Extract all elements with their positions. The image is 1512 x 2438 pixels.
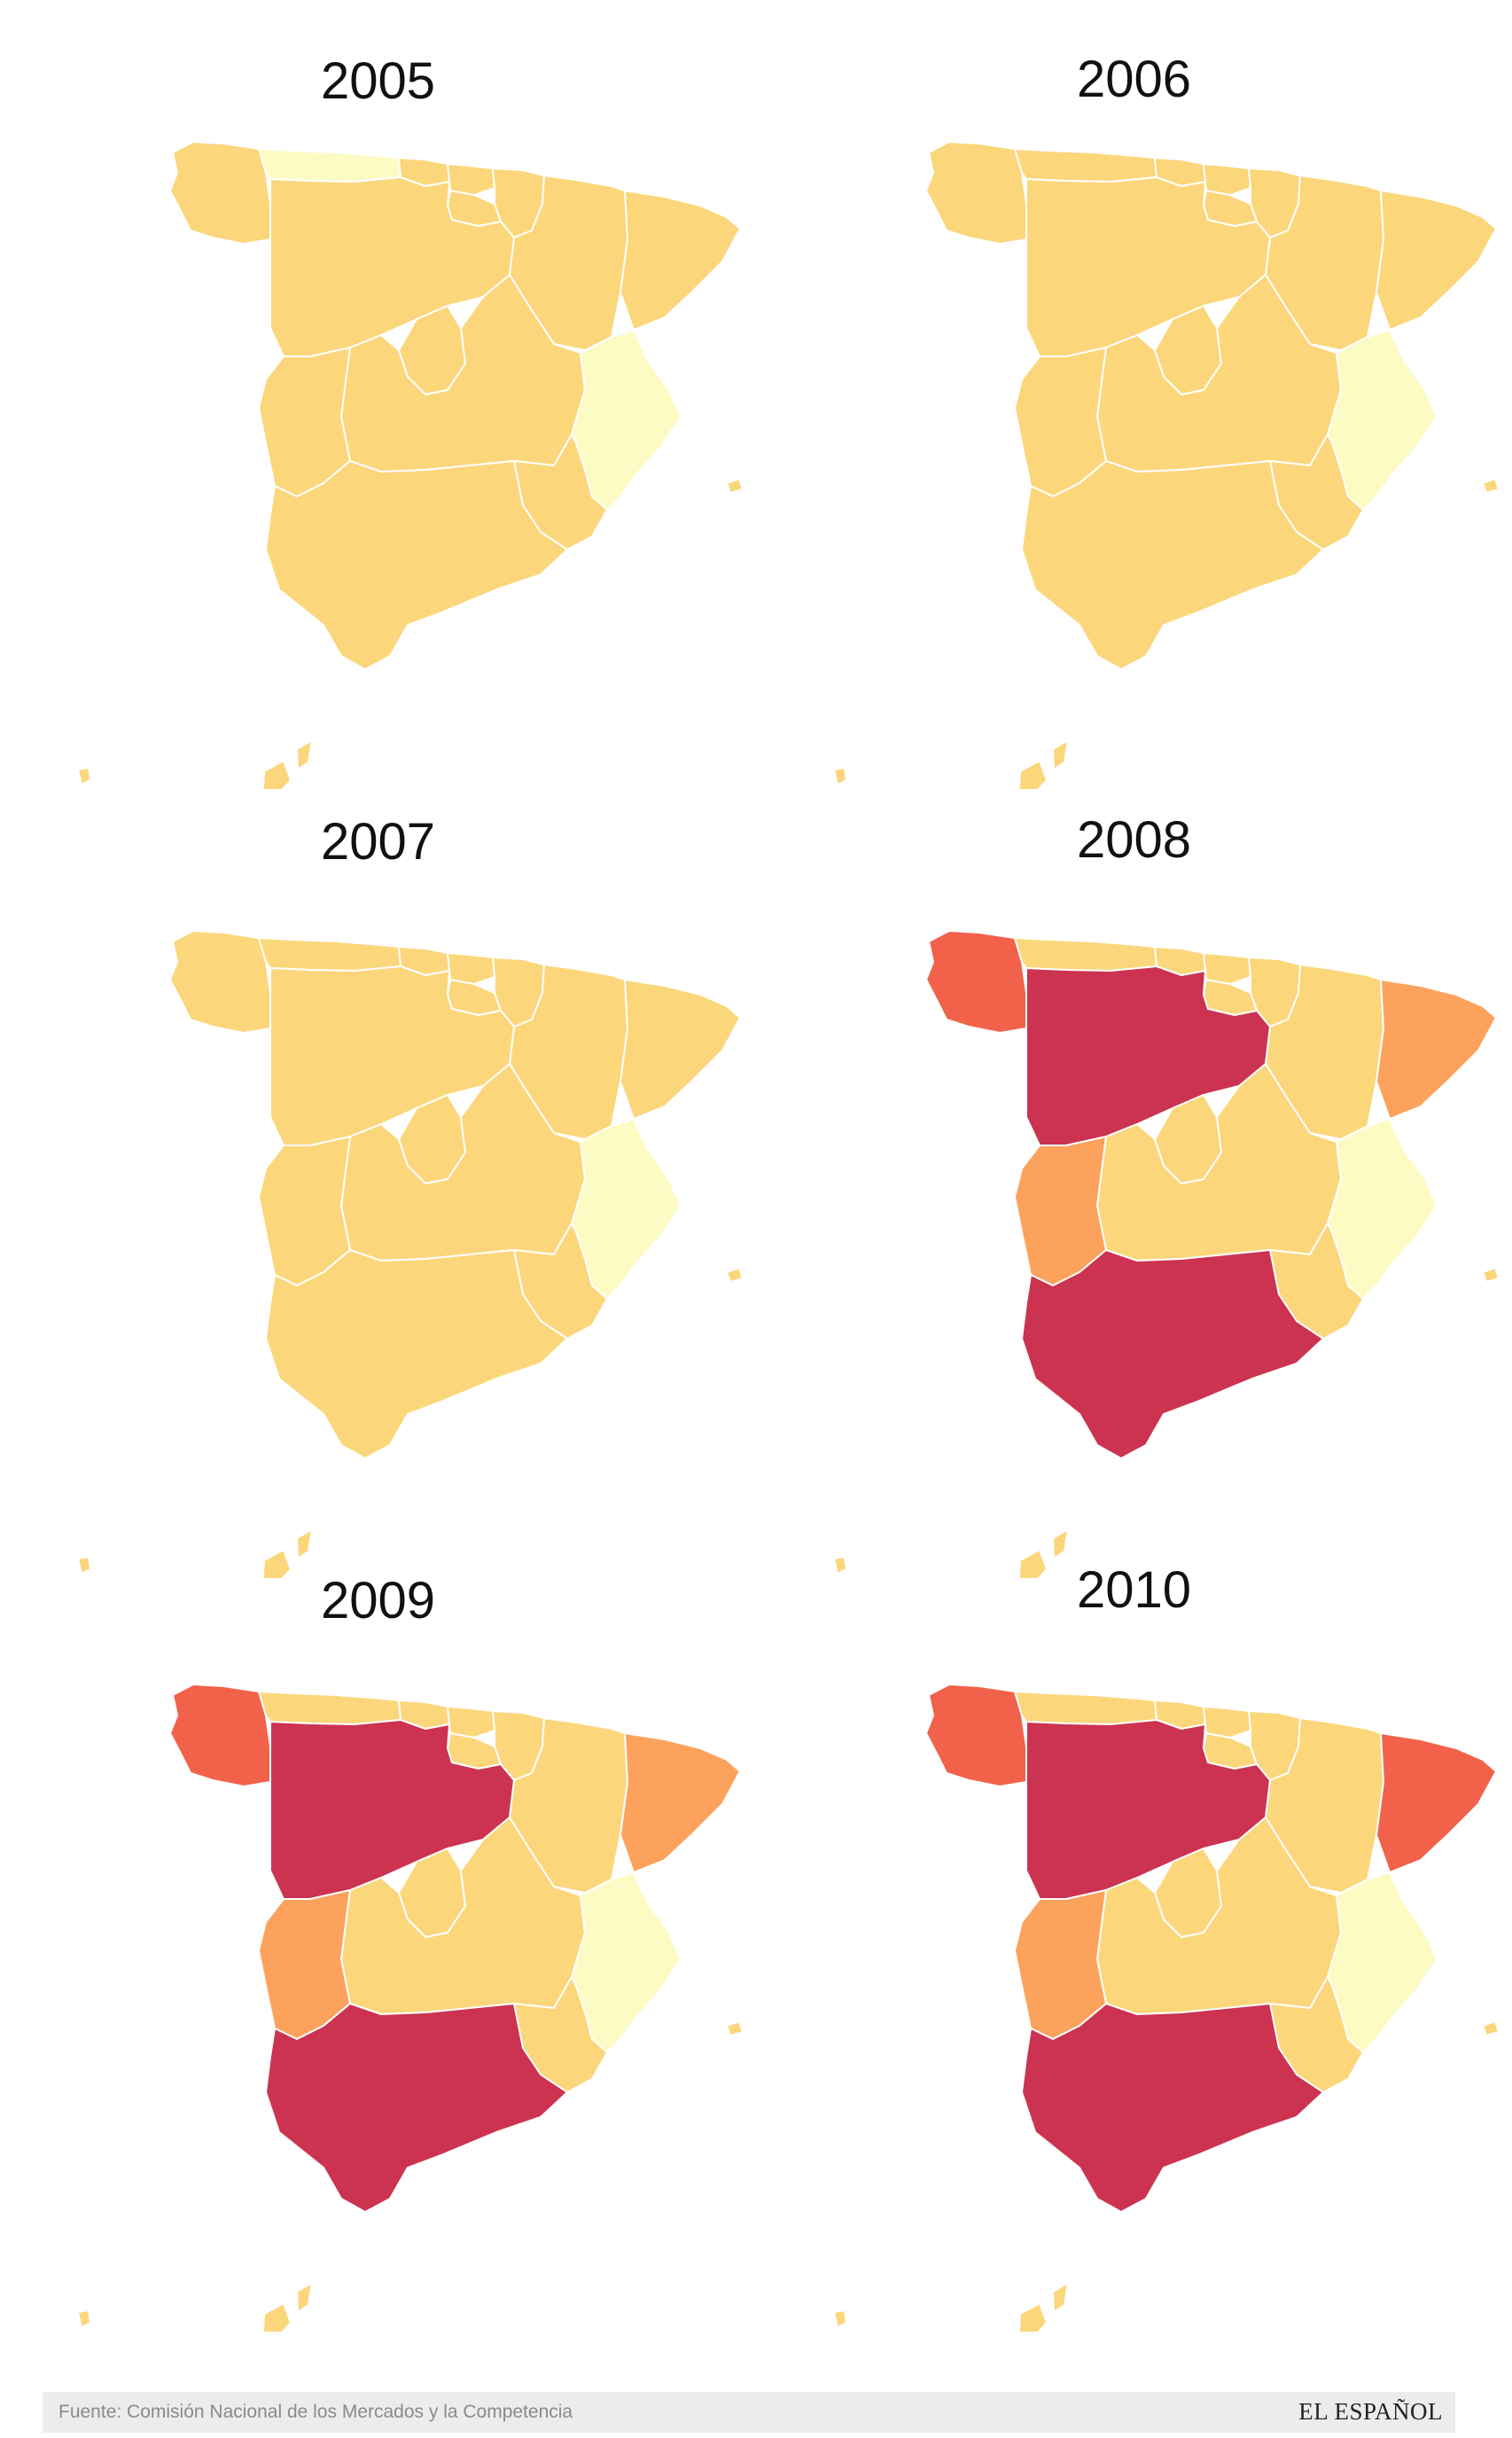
spain-map [77,930,756,1578]
year-title: 2005 [320,52,436,110]
region-asturias [1014,148,1157,183]
year-title: 2010 [1076,1561,1192,1619]
region-asturias [258,148,401,183]
region-asturias [1014,937,1157,972]
region-pais-vasco [1203,163,1251,196]
region-andalucia [265,1249,568,1459]
year-title: 2007 [320,813,436,871]
region-cataluna [620,190,741,331]
region-baleares [726,2012,756,2036]
map-panel-2008: 2008 [756,789,1512,1578]
region-andalucia [1021,460,1324,670]
region-cataluna [620,979,741,1120]
region-baleares [1482,1259,1512,1283]
map-panel-2009: 2009 [0,1543,756,2332]
source-footer: Fuente: Comisión Nacional de los Mercado… [43,2392,1455,2433]
region-andalucia [265,2003,568,2213]
year-title: 2009 [320,1572,436,1629]
region-pais-vasco [447,163,495,196]
spain-map [833,1684,1512,2332]
region-andalucia [265,460,568,670]
region-canarias [833,1528,1069,1578]
region-cataluna [1376,1732,1497,1873]
region-andalucia [1021,2003,1324,2213]
region-galicia [169,1684,271,1787]
region-asturias [258,937,401,972]
region-baleares [1482,470,1512,494]
map-panel-2007: 2007 [0,789,756,1578]
region-baleares [726,1259,756,1283]
region-galicia [925,930,1027,1034]
region-asturias [1014,1691,1157,1725]
region-baleares [726,470,756,494]
spain-map [77,141,756,789]
region-canarias [77,2282,313,2332]
map-panel-2006: 2006 [756,0,1512,789]
region-canarias [833,739,1069,789]
region-andalucia [1021,1249,1324,1459]
region-baleares [1482,2012,1512,2036]
source-text: Fuente: Comisión Nacional de los Mercado… [58,2402,573,2422]
spain-map [77,1684,756,2332]
spain-map [833,930,1512,1578]
region-asturias [258,1691,401,1725]
region-canarias [833,2282,1069,2332]
region-pais-vasco [447,1706,495,1739]
region-cataluna [1376,979,1497,1120]
region-cataluna [1376,190,1497,331]
region-pais-vasco [447,952,495,985]
spain-map [833,141,1512,789]
year-title: 2008 [1076,811,1192,869]
region-canarias [77,1528,313,1578]
region-galicia [169,930,271,1034]
map-panel-2005: 2005 [0,0,756,789]
map-panel-2010: 2010 [756,1543,1512,2332]
year-title: 2006 [1076,51,1192,108]
region-pais-vasco [1203,1706,1251,1739]
region-galicia [925,1684,1027,1787]
region-galicia [169,141,271,245]
region-cataluna [620,1732,741,1873]
publisher-logo: EL ESPAÑOL [1298,2398,1443,2425]
region-canarias [77,739,313,789]
region-pais-vasco [1203,952,1251,985]
region-galicia [925,141,1027,245]
